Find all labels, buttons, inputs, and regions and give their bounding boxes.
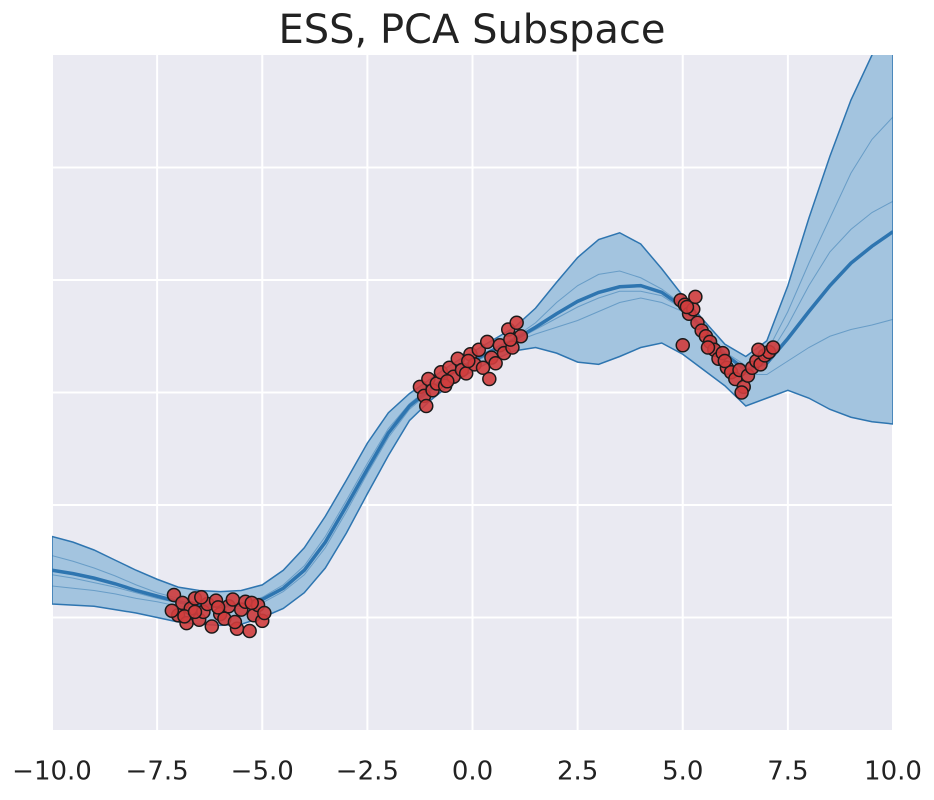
data-point <box>418 398 434 414</box>
x-tick-label: 2.5 <box>557 757 598 787</box>
data-point <box>717 353 733 369</box>
data-point <box>475 360 491 375</box>
data-point <box>765 340 781 355</box>
axes: −10.0 −7.5 −5.0 −2.5 0.0 2.5 5.0 7.5 10.0 <box>12 757 922 787</box>
x-tick-label: 10.0 <box>864 757 922 787</box>
data-point <box>675 338 690 353</box>
confidence-band <box>52 55 893 627</box>
data-point <box>440 374 455 389</box>
data-point <box>734 385 749 400</box>
x-tick-label: −7.5 <box>126 757 189 787</box>
data-point <box>488 356 503 371</box>
data-point <box>244 595 259 611</box>
plot-area <box>52 55 893 639</box>
x-tick-label: 7.5 <box>767 757 808 787</box>
data-point <box>482 371 497 387</box>
data-point <box>461 353 476 369</box>
data-point <box>700 340 716 355</box>
x-tick-label: 5.0 <box>662 757 703 787</box>
x-tick-label: 0.0 <box>452 757 493 787</box>
chart-title: ESS, PCA Subspace <box>278 7 665 53</box>
x-tick-label: −10.0 <box>12 757 92 787</box>
data-point <box>509 315 524 330</box>
x-tick-label: −5.0 <box>231 757 294 787</box>
data-point <box>257 605 272 621</box>
data-point <box>194 590 209 605</box>
data-point <box>210 600 226 615</box>
x-tick-label: −2.5 <box>336 757 399 787</box>
data-point <box>688 289 703 305</box>
data-point <box>164 603 180 618</box>
data-point <box>242 623 257 639</box>
data-point <box>227 614 243 630</box>
data-point <box>204 619 220 634</box>
data-point <box>679 299 695 315</box>
data-point <box>187 604 203 620</box>
data-point <box>751 342 766 357</box>
data-point <box>479 334 495 350</box>
data-point <box>503 332 518 347</box>
